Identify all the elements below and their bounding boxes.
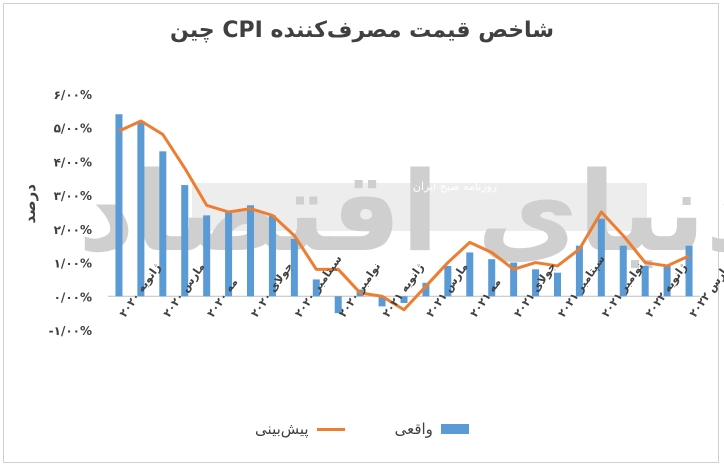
- bar-actual: [663, 265, 671, 297]
- legend-swatch-forecast: [316, 427, 345, 431]
- bar-actual: [203, 215, 211, 297]
- bars-actual: [115, 114, 693, 314]
- y-tick-label: ۵/۰۰%: [54, 122, 92, 136]
- bar-actual: [466, 252, 474, 297]
- bar-actual: [159, 151, 167, 297]
- bar-actual: [488, 259, 496, 297]
- y-tick-label: ۴/۰۰%: [54, 155, 92, 169]
- bar-actual: [334, 296, 342, 314]
- legend-item-forecast: پیش‌بینی: [255, 420, 345, 438]
- bar-actual: [532, 269, 540, 297]
- bar-actual: [137, 120, 145, 297]
- bar-actual: [422, 282, 430, 297]
- bar-actual: [268, 215, 276, 297]
- bar-actual: [510, 262, 518, 297]
- y-ticks: -۱/۰۰% ۰/۰۰% ۱/۰۰% ۲/۰۰% ۳/۰۰% ۴/۰۰% ۵/۰۰% ۶/۰۰…: [49, 88, 92, 338]
- bar-actual: [685, 245, 693, 297]
- bar-actual: [641, 265, 649, 297]
- y-tick-label: ۳/۰۰%: [54, 189, 92, 203]
- chart-title: شاخص قیمت مصرف‌کننده CPI چین: [170, 18, 554, 43]
- watermark-subtext: روزنامه صبح ایران: [413, 180, 497, 193]
- bar-actual: [575, 245, 583, 297]
- watermark-text: دنیای اقتصاد: [78, 148, 724, 276]
- bar-actual: [115, 114, 123, 297]
- legend-label-actual: واقعی: [394, 420, 433, 438]
- watermark-band: [192, 183, 647, 231]
- y-tick-label: ۱/۰۰%: [54, 257, 92, 271]
- bar-actual: [619, 245, 627, 297]
- bar-actual: [444, 265, 452, 297]
- y-tick-label: ۰/۰۰%: [54, 290, 92, 304]
- y-tick-label: -۱/۰۰%: [49, 324, 92, 338]
- y-tick-label: ۲/۰۰%: [54, 223, 92, 237]
- series-line-forecast: [118, 119, 690, 312]
- legend-item-actual: واقعی: [395, 420, 469, 438]
- bar-actual: [290, 238, 298, 297]
- bar-actual: [312, 279, 320, 297]
- legend-label-forecast: پیش‌بینی: [255, 420, 309, 438]
- bar-actual: [378, 296, 386, 307]
- bar-actual: [597, 218, 605, 297]
- line-forecast: [118, 119, 690, 312]
- watermark: دنیای اقتصاد روزنامه صبح ایران: [78, 148, 724, 276]
- legend-swatch-actual: [440, 424, 469, 434]
- y-tick-label: ۶/۰۰%: [54, 88, 92, 102]
- bar-actual: [400, 296, 408, 304]
- bar-actual: [247, 205, 255, 297]
- bar-actual: [181, 185, 189, 297]
- bar-actual: [553, 272, 561, 297]
- bar-actual: [225, 212, 233, 297]
- legend: پیش‌بینی واقعی: [0, 420, 724, 438]
